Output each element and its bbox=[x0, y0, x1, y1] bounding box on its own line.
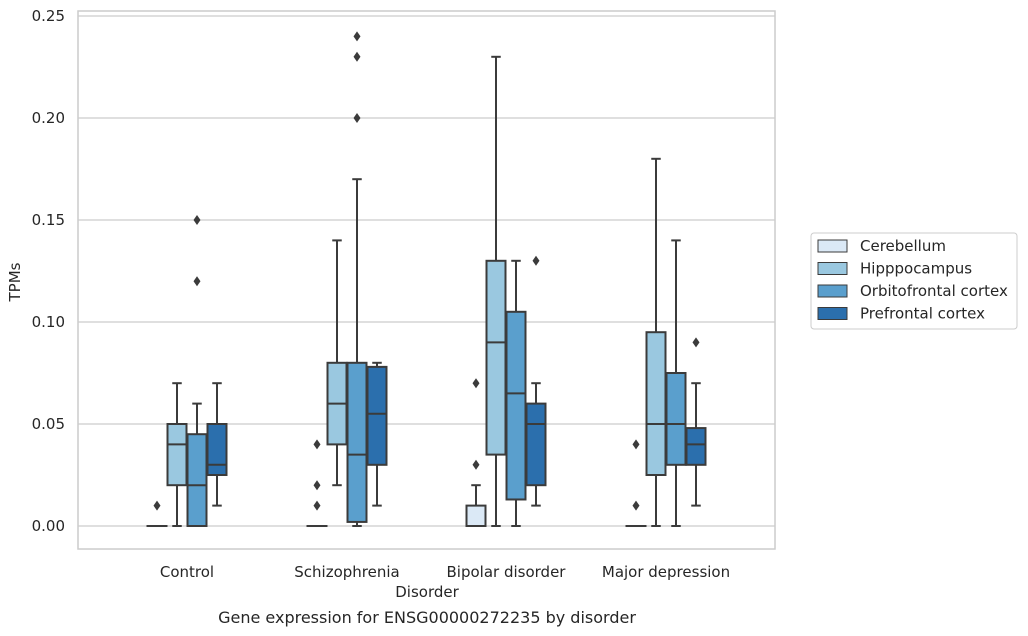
outlier-point bbox=[632, 500, 640, 511]
y-tick-label: 0.00 bbox=[32, 517, 65, 535]
legend-swatch bbox=[817, 284, 848, 298]
outlier-point bbox=[353, 113, 361, 123]
legend-swatch bbox=[817, 239, 848, 253]
box-group bbox=[206, 382, 228, 507]
box-body bbox=[525, 402, 547, 487]
outlier-point bbox=[313, 500, 321, 511]
box-body bbox=[685, 427, 707, 466]
outlier-point bbox=[193, 276, 201, 287]
y-axis-ticks: 0.00 0.05 0.10 0.15 0.20 0.25 bbox=[32, 7, 65, 535]
outlier-point bbox=[313, 480, 321, 491]
legend-frame bbox=[810, 232, 1018, 330]
legend-swatch bbox=[817, 307, 848, 320]
box-group bbox=[326, 239, 348, 487]
outlier-point bbox=[153, 500, 161, 511]
box-body bbox=[665, 372, 687, 466]
outlier-point bbox=[353, 51, 361, 62]
box-group bbox=[525, 255, 547, 507]
box-group bbox=[146, 500, 168, 528]
box-group bbox=[346, 31, 368, 527]
box-body bbox=[166, 423, 188, 487]
y-tick-label: 0.25 bbox=[32, 7, 65, 25]
y-tick-label: 0.05 bbox=[32, 415, 65, 433]
box-group bbox=[465, 378, 487, 528]
x-axis-ticks: Control Schizophrenia Bipolar disorder Majo… bbox=[160, 563, 730, 581]
box-group bbox=[186, 215, 208, 528]
x-tick-label: Major depression bbox=[602, 563, 730, 581]
box-group bbox=[645, 157, 667, 527]
box-group bbox=[625, 439, 647, 528]
box-group bbox=[665, 239, 687, 527]
outlier-point bbox=[472, 378, 480, 389]
box-group bbox=[166, 382, 188, 527]
outlier-point bbox=[353, 31, 361, 42]
x-tick-label: Bipolar disorder bbox=[447, 563, 567, 581]
box-body bbox=[645, 331, 667, 477]
legend-label: Orbitofrontal cortex bbox=[860, 282, 1008, 300]
x-axis-label: Disorder bbox=[395, 583, 459, 601]
y-axis-label: TPMs bbox=[6, 262, 24, 302]
plot-frame bbox=[77, 10, 776, 550]
y-tick-label: 0.10 bbox=[32, 313, 65, 331]
chart-caption: Gene expression for ENSG00000272235 by d… bbox=[218, 608, 636, 627]
box-group bbox=[685, 337, 707, 507]
box-body bbox=[346, 361, 368, 523]
outlier-point bbox=[472, 459, 480, 470]
box-body bbox=[366, 365, 388, 466]
box-body bbox=[186, 433, 208, 528]
box-body bbox=[206, 423, 228, 476]
boxes bbox=[146, 31, 707, 528]
box-body bbox=[465, 504, 487, 528]
x-tick-label: Schizophrenia bbox=[294, 563, 399, 581]
outlier-point bbox=[692, 337, 700, 348]
legend-swatch bbox=[817, 262, 848, 275]
x-tick-label: Control bbox=[160, 563, 214, 581]
outlier-point bbox=[532, 255, 540, 266]
y-tick-label: 0.20 bbox=[32, 109, 65, 127]
y-tick-label: 0.15 bbox=[32, 211, 65, 229]
legend-label: Hipppocampus bbox=[860, 260, 972, 278]
legend: Cerebellum Hipppocampus Orbitofrontal cort… bbox=[810, 232, 1018, 330]
box-group bbox=[306, 439, 328, 528]
box-body bbox=[485, 259, 507, 456]
box-group bbox=[485, 55, 507, 527]
legend-label: Cerebellum bbox=[860, 237, 946, 255]
outlier-point bbox=[313, 439, 321, 450]
outlier-point bbox=[632, 439, 640, 450]
outlier-point bbox=[193, 215, 201, 225]
legend-label: Prefrontal cortex bbox=[860, 305, 985, 323]
box-group bbox=[505, 259, 527, 527]
box-group bbox=[366, 361, 388, 507]
box-body bbox=[505, 310, 527, 501]
